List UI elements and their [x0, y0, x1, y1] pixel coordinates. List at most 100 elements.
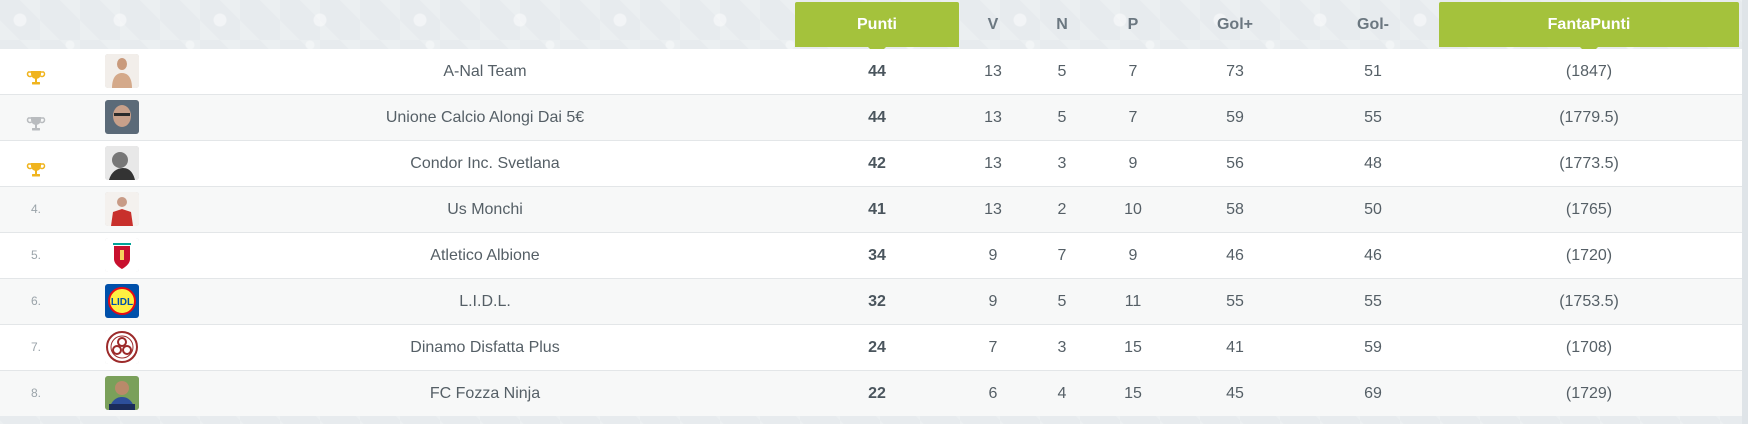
wins-value: 13	[984, 155, 1002, 172]
table-row[interactable]: 6. LIDL L.I.D.L. 32 9 5 11 55 55 (1753.5)	[0, 279, 1742, 325]
losses-value: 9	[1128, 155, 1138, 172]
wins-value: 9	[988, 247, 998, 264]
team-name[interactable]: Dinamo Disfatta Plus	[410, 339, 560, 356]
table-row[interactable]: 5. Atletico Albione 34 9 7 9 46 46 (1720)	[0, 233, 1742, 279]
wins-value: 6	[988, 385, 998, 402]
rank-position: 8.	[30, 386, 41, 400]
liverpool-crest-avatar[interactable]	[105, 238, 139, 272]
wins-value: 13	[984, 63, 1002, 80]
red-jersey-avatar[interactable]	[105, 192, 139, 226]
punti-value: 44	[868, 63, 886, 80]
goals-for-value: 46	[1226, 247, 1244, 264]
punti-value: 22	[868, 385, 886, 402]
table-row[interactable]: 4. Us Monchi 41 13 2 10 58 50 (1765)	[0, 187, 1742, 233]
team-name[interactable]: L.I.D.L.	[459, 293, 511, 310]
team-name[interactable]: Unione Calcio Alongi Dai 5€	[385, 109, 585, 126]
draws-value: 4	[1057, 385, 1067, 402]
table-body: A-Nal Team 44 13 5 7 73 51 (1847) Unione Calcio …	[0, 49, 1742, 416]
header-gol-minus[interactable]: Gol-	[1357, 16, 1389, 33]
page-edge	[1742, 0, 1748, 424]
draws-value: 5	[1057, 109, 1067, 126]
table-row[interactable]: A-Nal Team 44 13 5 7 73 51 (1847)	[0, 49, 1742, 95]
table-header: Punti V N P Gol+ Gol- FantaPunti	[0, 0, 1742, 56]
goals-for-value: 55	[1226, 293, 1244, 310]
team-name[interactable]: A-Nal Team	[443, 63, 527, 80]
goals-against-value: 50	[1364, 201, 1382, 218]
fantapunti-value: (1773.5)	[1559, 155, 1619, 172]
punti-value: 32	[868, 293, 886, 310]
table-row[interactable]: 7. Dinamo Disfatta Plus 24 7 3 15 41 59 (1708)	[0, 325, 1742, 371]
losses-value: 10	[1124, 201, 1142, 218]
draws-value: 3	[1057, 339, 1067, 356]
team-name[interactable]: Condor Inc. Svetlana	[410, 155, 560, 172]
goals-for-value: 41	[1226, 339, 1244, 356]
header-gol-plus[interactable]: Gol+	[1216, 16, 1253, 33]
rank-position: 7.	[30, 340, 41, 354]
goals-against-value: 51	[1364, 63, 1382, 80]
bw-photo-avatar[interactable]	[105, 146, 139, 180]
goals-against-value: 59	[1364, 339, 1382, 356]
goals-against-value: 46	[1364, 247, 1382, 264]
draws-value: 5	[1057, 63, 1067, 80]
header-p[interactable]: P	[1127, 16, 1139, 33]
lidl-logo-avatar[interactable]: LIDL	[105, 284, 139, 318]
table-row[interactable]: 8. FC Fozza Ninja 22 6 4 15 45 69 (1729)	[0, 371, 1742, 416]
fantapunti-value: (1708)	[1565, 339, 1613, 356]
losses-value: 11	[1124, 293, 1142, 310]
draws-value: 7	[1057, 247, 1067, 264]
team-name[interactable]: Atletico Albione	[430, 247, 540, 264]
bronze-trophy-icon	[14, 141, 58, 186]
losses-value: 7	[1128, 63, 1138, 80]
fantapunti-value: (1847)	[1565, 63, 1613, 80]
punti-value: 34	[868, 247, 886, 264]
losses-value: 9	[1128, 247, 1138, 264]
draws-value: 3	[1057, 155, 1067, 172]
punti-value: 42	[868, 155, 886, 172]
punti-value: 24	[868, 339, 886, 356]
wins-value: 9	[988, 293, 998, 310]
goals-for-value: 73	[1226, 63, 1244, 80]
table-row[interactable]: Condor Inc. Svetlana 42 13 3 9 56 48 (1773.5)	[0, 141, 1742, 187]
punti-value: 44	[868, 109, 886, 126]
rank-position: 5.	[30, 248, 41, 262]
goals-for-value: 58	[1226, 201, 1244, 218]
goals-for-value: 56	[1226, 155, 1244, 172]
man-face-avatar[interactable]	[105, 100, 139, 134]
losses-value: 7	[1128, 109, 1138, 126]
punti-value: 41	[868, 201, 886, 218]
wins-value: 13	[984, 109, 1002, 126]
fantapunti-value: (1729)	[1565, 385, 1613, 402]
fantapunti-value: (1765)	[1565, 201, 1613, 218]
header-n[interactable]: N	[1056, 16, 1068, 33]
fantapunti-value: (1779.5)	[1559, 109, 1619, 126]
goals-for-value: 45	[1226, 385, 1244, 402]
goals-against-value: 55	[1364, 109, 1382, 126]
fantapunti-value: (1753.5)	[1559, 293, 1619, 310]
goals-against-value: 48	[1364, 155, 1382, 172]
team-name[interactable]: Us Monchi	[447, 201, 523, 218]
player-photo-avatar[interactable]	[105, 376, 139, 410]
goals-for-value: 59	[1226, 109, 1244, 126]
wins-value: 13	[984, 201, 1002, 218]
biohazard-badge-avatar[interactable]	[105, 330, 139, 364]
header-fantapunti[interactable]: FantaPunti	[1439, 2, 1739, 56]
svg-text:LIDL: LIDL	[111, 297, 133, 308]
draws-value: 5	[1057, 293, 1067, 310]
losses-value: 15	[1124, 385, 1142, 402]
losses-value: 15	[1124, 339, 1142, 356]
header-v[interactable]: V	[987, 16, 999, 33]
silver-trophy-icon	[14, 95, 58, 140]
team-name[interactable]: FC Fozza Ninja	[429, 385, 541, 402]
draws-value: 2	[1057, 201, 1067, 218]
shirtless-man-avatar[interactable]	[105, 54, 139, 88]
gold-trophy-icon	[14, 49, 58, 94]
table-row[interactable]: Unione Calcio Alongi Dai 5€ 44 13 5 7 59 55 (17…	[0, 95, 1742, 141]
rank-position: 4.	[30, 202, 41, 216]
fantapunti-value: (1720)	[1565, 247, 1613, 264]
goals-against-value: 55	[1364, 293, 1382, 310]
rank-position: 6.	[30, 294, 41, 308]
goals-against-value: 69	[1364, 385, 1382, 402]
wins-value: 7	[988, 339, 998, 356]
header-punti[interactable]: Punti	[795, 2, 959, 56]
